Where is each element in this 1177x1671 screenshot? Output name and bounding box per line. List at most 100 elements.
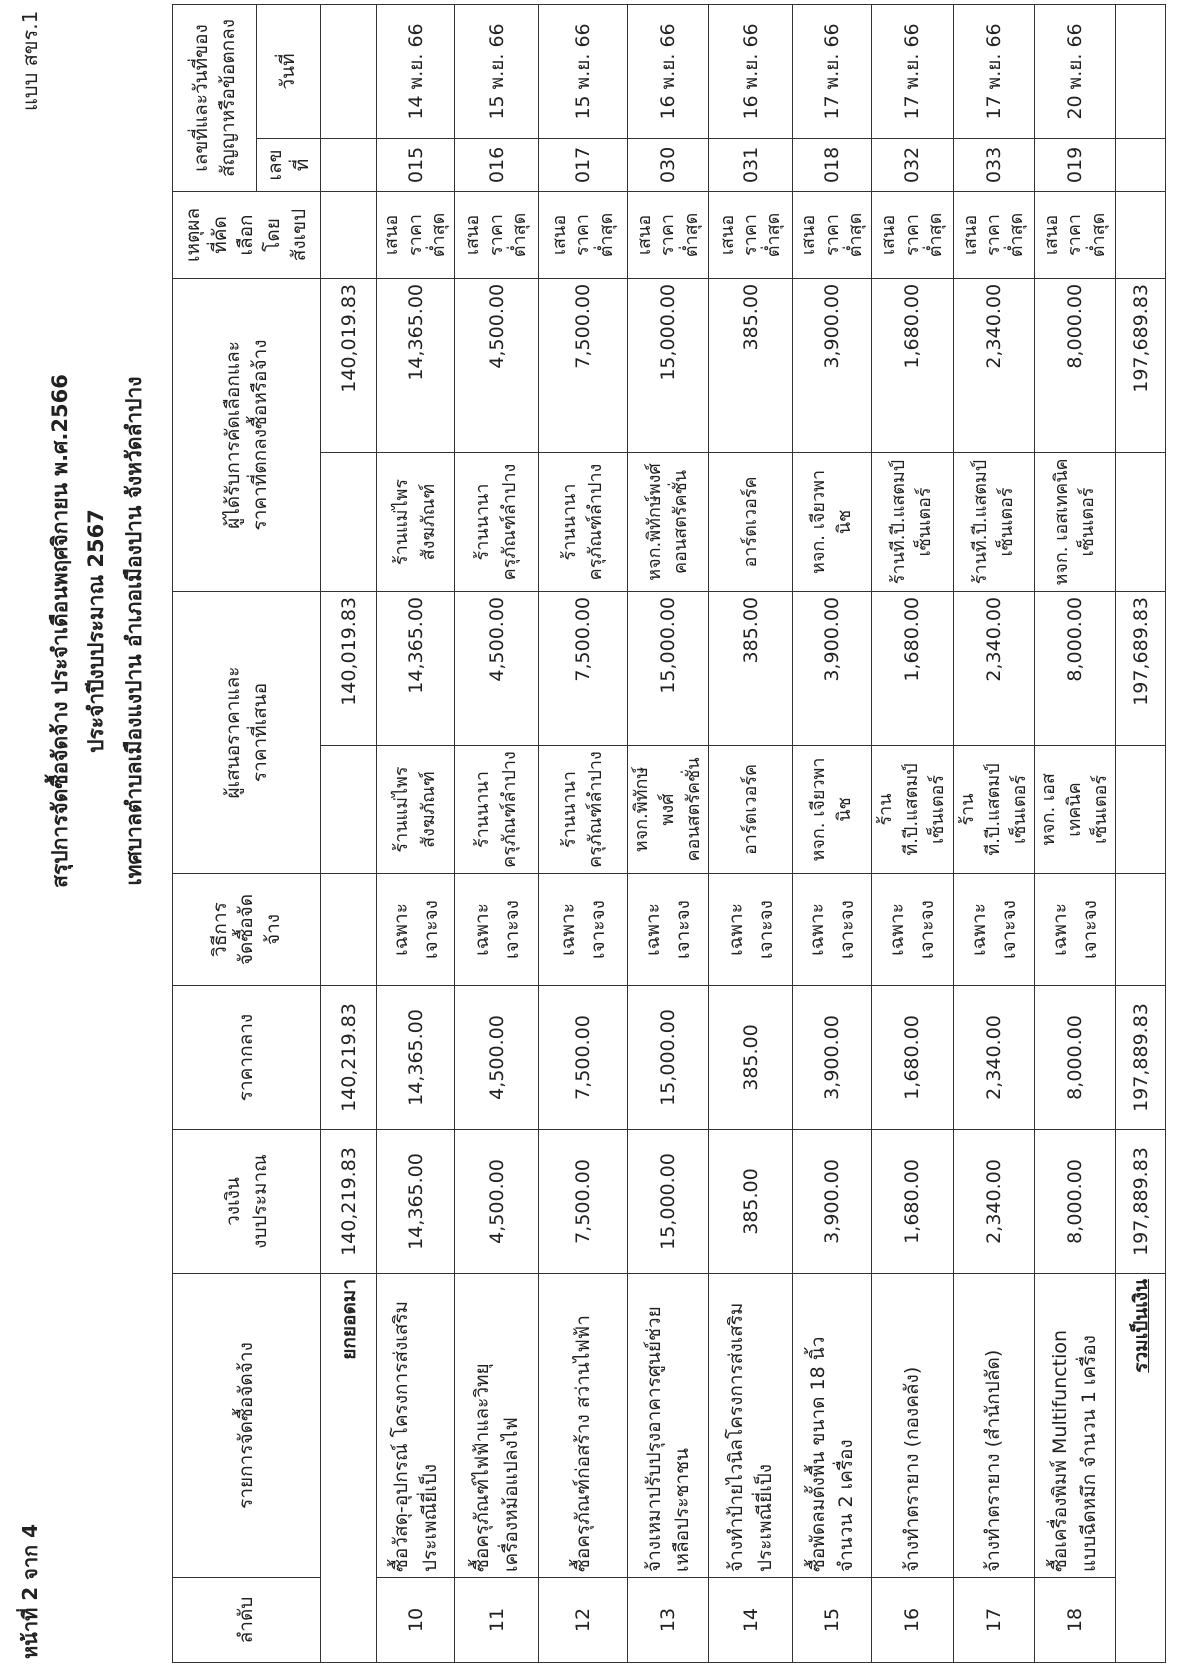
winner-name: หจก. เอสเทคนิค เซ็นเตอร์: [1034, 452, 1116, 592]
page-number: หน้าที่ 2 จาก 4: [18, 1523, 42, 1659]
budget-amount: 4,500.00: [454, 1129, 539, 1274]
selection-reason: เสนอราคา ต่ำสุด: [792, 191, 872, 279]
selection-reason: เสนอราคา ต่ำสุด: [1034, 191, 1116, 279]
procurement-method: เฉพาะเจาะจง: [454, 873, 539, 986]
procurement-method: เฉพาะเจาะจง: [1034, 873, 1116, 986]
contract-number: 032: [871, 138, 954, 192]
empty-cell: [1115, 452, 1166, 592]
table-row: 15 ซื้อพัดลมตั้งพื้น ขนาด 18 นิ้ว จำนวน 2…: [792, 4, 872, 1663]
contract-date: 16 พ.ย. 66: [627, 4, 709, 139]
bid-price: 1,680.00: [871, 591, 954, 746]
fiscal-year: ประจำปีงบประมาณ 2567: [84, 509, 108, 753]
total-bid-price: 197,689.83: [1115, 591, 1166, 746]
bid-price: 3,900.00: [792, 591, 872, 746]
item-description: ซื้อครุภัณฑ์ไฟฟ้าและวิทยุ เครื่องหม้อแปล…: [454, 1273, 539, 1578]
contract-number: 016: [454, 138, 539, 192]
table-row: 13 จ้างเหมาปรับปรุงอาคารศูนย์ช่วย เหลือปร…: [627, 4, 709, 1663]
row-number: 10: [376, 1577, 455, 1663]
carry-forward-row: ยกยอดมา 140,219.83 140,219.83 140,019.83…: [320, 4, 377, 1663]
contract-date: 17 พ.ย. 66: [871, 4, 954, 139]
bidder-name: อาร์ตเวอร์ค: [708, 745, 793, 874]
header-bidders: ผู้เสนอราคาและ ราคาที่เสนอ: [172, 591, 321, 874]
winner-name: อาร์ตเวอร์ค: [708, 452, 793, 592]
procurement-method: เฉพาะเจาะจง: [792, 873, 872, 986]
contract-number: 030: [627, 138, 709, 192]
item-description: ซื้อวัสดุ-อุปกรณ์ โครงการส่งเสริม ประเพณ…: [376, 1273, 455, 1578]
median-price: 3,900.00: [792, 985, 872, 1130]
contract-date: 15 พ.ย. 66: [454, 4, 539, 139]
contract-number: 031: [708, 138, 793, 192]
selection-reason: เสนอราคา ต่ำสุด: [871, 191, 954, 279]
budget-amount: 7,500.00: [538, 1129, 628, 1274]
procurement-method: เฉพาะเจาะจง: [376, 873, 455, 986]
winning-price: 15,000.00: [627, 278, 709, 453]
bid-price: 4,500.00: [454, 591, 539, 746]
item-description: จ้างทำตรายาง (สำนักปลัด): [953, 1273, 1035, 1578]
item-description: จ้างทำป้ายไวนิลโครงการส่งเสริม ประเพณียี…: [708, 1273, 793, 1578]
empty-cell: [1115, 191, 1166, 279]
selection-reason: เสนอราคา ต่ำสุด: [454, 191, 539, 279]
empty-cell: [320, 873, 377, 986]
median-price: 7,500.00: [538, 985, 628, 1130]
row-number: 13: [627, 1577, 709, 1663]
total-median: 197,889.83: [1115, 985, 1166, 1130]
header-method: วิธีการ จัดซื้อจัดจ้าง: [172, 873, 321, 986]
carry-bid-price: 140,019.83: [320, 591, 377, 746]
winner-name: ร้านนานา ครุภัณฑ์ลำปาง: [538, 452, 628, 592]
budget-amount: 2,340.00: [953, 1129, 1035, 1274]
bidder-name: ร้านนานา ครุภัณฑ์ลำปาง: [454, 745, 539, 874]
median-price: 8,000.00: [1034, 985, 1116, 1130]
procurement-method: เฉพาะเจาะจง: [953, 873, 1035, 986]
procurement-table: ลำดับ รายการจัดซื้อจัดจ้าง วงเงิน งบประม…: [172, 4, 1166, 1663]
selection-reason: เสนอราคา ต่ำสุด: [627, 191, 709, 279]
winning-price: 4,500.00: [454, 278, 539, 453]
budget-amount: 385.00: [708, 1129, 793, 1274]
empty-cell: [320, 4, 377, 139]
table-row: 16 จ้างทำตรายาง (กองคลัง) 1,680.00 1,680.00…: [871, 4, 954, 1663]
item-description: จ้างทำตรายาง (กองคลัง): [871, 1273, 954, 1578]
header-item: รายการจัดซื้อจัดจ้าง: [172, 1273, 321, 1578]
median-price: 15,000.00: [627, 985, 709, 1130]
contract-date: 14 พ.ย. 66: [376, 4, 455, 139]
header-median-price: ราคากลาง: [172, 985, 321, 1130]
bidder-name: หจก. เอสเทคนิค เซ็นเตอร์: [1034, 745, 1116, 874]
total-budget: 197,889.83: [1115, 1129, 1166, 1274]
table-row: 18 ซื้อเครื่องพิมพ์ Multifunction แบบฉีดห…: [1034, 4, 1116, 1663]
winner-name: ร้านที.ปี.แสตมป์ เซ็นเตอร์: [871, 452, 954, 592]
winner-name: หจก. เจียวพานิช: [792, 452, 872, 592]
bid-price: 385.00: [708, 591, 793, 746]
winning-price: 385.00: [708, 278, 793, 453]
contract-date: 16 พ.ย. 66: [708, 4, 793, 139]
contract-date: 20 พ.ย. 66: [1034, 4, 1116, 139]
header-contract-date: วันที่: [256, 4, 321, 139]
empty-cell: [320, 138, 377, 192]
median-price: 4,500.00: [454, 985, 539, 1130]
document-title: สรุปการจัดซื้อจัดจ้าง ประจำเดือนพฤศจิกาย…: [48, 374, 72, 888]
row-number: 16: [871, 1577, 954, 1663]
empty-cell: [1115, 745, 1166, 874]
contract-number: 015: [376, 138, 455, 192]
median-price: 2,340.00: [953, 985, 1035, 1130]
contract-number: 018: [792, 138, 872, 192]
total-win-price: 197,689.83: [1115, 278, 1166, 453]
bid-price: 8,000.00: [1034, 591, 1116, 746]
carry-forward-label: ยกยอดมา: [320, 1273, 377, 1663]
empty-cell: [1115, 4, 1166, 139]
empty-cell: [320, 452, 377, 592]
row-number: 11: [454, 1577, 539, 1663]
carry-win-price: 140,019.83: [320, 278, 377, 453]
table-row: 12 ซื้อครุภัณฑ์ก่อสร้าง สว่านไฟฟ้า 7,500.0…: [538, 4, 628, 1663]
median-price: 1,680.00: [871, 985, 954, 1130]
organization: เทศบาลตำบลเมืองแงปาน อำเภอเมืองปาน จังหว…: [122, 376, 146, 886]
winning-price: 1,680.00: [871, 278, 954, 453]
row-number: 12: [538, 1577, 628, 1663]
contract-date: 17 พ.ย. 66: [792, 4, 872, 139]
bidder-name: ร้านที.ปี.แสตมป์ เซ็นเตอร์: [953, 745, 1035, 874]
header-reason: เหตุผล ที่คัดเลือก โดยสังเขป: [172, 191, 321, 279]
header-contract: เลขที่และวันที่ของ สัญญาหรือข้อตกลง: [172, 4, 257, 192]
winning-price: 2,340.00: [953, 278, 1035, 453]
total-label: รวมเป็นเงิน: [1115, 1273, 1166, 1663]
row-number: 14: [708, 1577, 793, 1663]
budget-amount: 15,000.00: [627, 1129, 709, 1274]
